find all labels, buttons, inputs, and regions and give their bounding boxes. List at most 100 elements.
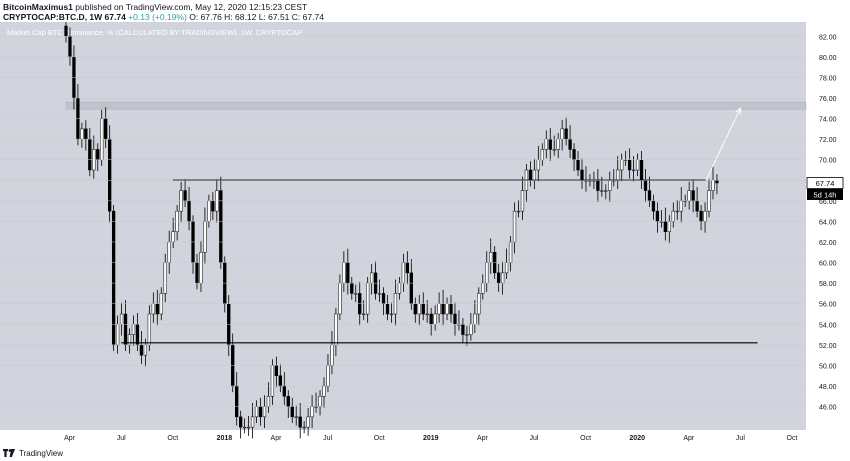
countdown-label: 5d 14h	[814, 190, 837, 199]
candle-body	[211, 200, 215, 212]
y-tick-label: 46.00	[819, 405, 837, 412]
candle-body	[84, 128, 88, 140]
candle-body	[540, 149, 544, 160]
candle-body	[286, 396, 290, 407]
candle-body	[246, 426, 251, 429]
candle-body	[675, 210, 679, 213]
candle-body	[262, 406, 267, 418]
candle-body	[580, 169, 584, 181]
candle-body	[679, 200, 683, 212]
candle-body	[691, 190, 695, 202]
candle-body	[366, 282, 370, 315]
candle-body	[167, 241, 171, 263]
candle-body	[369, 272, 374, 284]
candle-body	[469, 324, 473, 335]
candle-body	[68, 36, 72, 58]
candle-body	[489, 252, 493, 263]
candle-body	[600, 190, 604, 192]
candle-body	[123, 313, 128, 346]
candle-body	[238, 416, 243, 428]
candle-body	[465, 334, 469, 336]
candle-body	[235, 385, 239, 418]
candle-body	[485, 262, 489, 284]
candle-body	[433, 313, 437, 325]
candle-body	[703, 210, 707, 222]
candle-body	[139, 344, 144, 356]
x-tick-label: Oct	[167, 435, 178, 442]
candle-body	[496, 272, 501, 284]
x-tick-label: Jul	[530, 435, 539, 442]
candle-body	[377, 293, 382, 295]
candle-body	[449, 303, 453, 315]
y-tick-label: 54.00	[819, 322, 837, 329]
candle-body	[552, 149, 556, 151]
candle-body	[119, 313, 124, 325]
candle-body	[342, 262, 346, 284]
last-price-tag	[806, 177, 844, 189]
candle-body	[687, 190, 691, 202]
y-tick-label: 62.00	[819, 240, 837, 247]
candle-body	[516, 210, 521, 213]
candle-body	[80, 128, 84, 140]
chart-area[interactable]: Market Cap BTC Dominance, % (CALCULATED …	[0, 19, 850, 445]
candle-body	[350, 282, 354, 294]
x-tick-label: Apr	[271, 435, 283, 442]
candle-body	[187, 200, 191, 222]
candle-body	[108, 138, 112, 212]
candle-body	[322, 385, 326, 397]
time-axis[interactable]	[0, 430, 850, 445]
candle-body	[207, 200, 211, 222]
candle-body	[631, 169, 636, 172]
y-tick-label: 60.00	[819, 261, 837, 268]
candle-body	[199, 252, 203, 284]
candle-body	[627, 159, 632, 171]
candle-body	[242, 426, 247, 429]
candle-body	[437, 303, 441, 315]
candle-body	[282, 385, 286, 397]
candle-body	[504, 262, 509, 274]
candle-body	[266, 396, 271, 407]
symbol-label: CRYPTOCAP:BTC.D, 1W	[3, 12, 103, 22]
x-tick-label: Jul	[736, 435, 745, 442]
candle-body	[88, 138, 92, 171]
author-name[interactable]: BitcoinMaximus1	[3, 2, 73, 12]
candle-body	[596, 180, 600, 191]
candle-body	[651, 200, 656, 212]
countdown-tag	[807, 188, 843, 200]
candle-body	[461, 324, 465, 335]
candle-body	[111, 210, 116, 346]
candle-body	[389, 313, 394, 316]
x-tick-label: Apr	[477, 435, 489, 442]
last-price-label: 67.74	[816, 179, 835, 188]
candle-body	[338, 282, 342, 315]
candle-body	[401, 262, 406, 284]
x-tick-label: Jul	[323, 435, 332, 442]
candle-body	[421, 303, 425, 315]
candle-body	[290, 406, 294, 418]
y-tick-label: 56.00	[819, 302, 837, 309]
x-tick-label: 2018	[217, 435, 233, 442]
candle-body	[405, 262, 410, 274]
candle-body	[576, 159, 580, 171]
x-tick-label: Jul	[117, 435, 126, 442]
tradingview-logo-icon[interactable]	[3, 448, 15, 458]
candle-body	[258, 406, 263, 418]
candle-body	[647, 190, 652, 202]
price-axis[interactable]	[806, 22, 850, 430]
candle-body	[536, 159, 540, 171]
candle-body	[417, 303, 421, 315]
candle-body	[298, 416, 302, 428]
x-axis-group: Apr Jul Oct 2018 Apr Jul Oct 2019 Apr Jul Oct 2020 A…	[64, 435, 797, 442]
x-tick-label: 2020	[629, 435, 645, 442]
candle-body	[425, 313, 429, 316]
y-tick-label: 72.00	[819, 137, 837, 144]
price-chart[interactable]: Market Cap BTC Dominance, % (CALCULATED …	[0, 19, 850, 445]
candle-body	[532, 169, 537, 181]
footer-brand[interactable]: TradingView	[19, 448, 64, 458]
ohlc-low: L: 67.51	[258, 12, 290, 22]
candle-body	[302, 426, 306, 429]
ohlc-high: H: 68.12	[224, 12, 257, 22]
candle-body	[695, 200, 699, 212]
candle-body	[203, 221, 207, 253]
candle-body	[512, 210, 517, 243]
